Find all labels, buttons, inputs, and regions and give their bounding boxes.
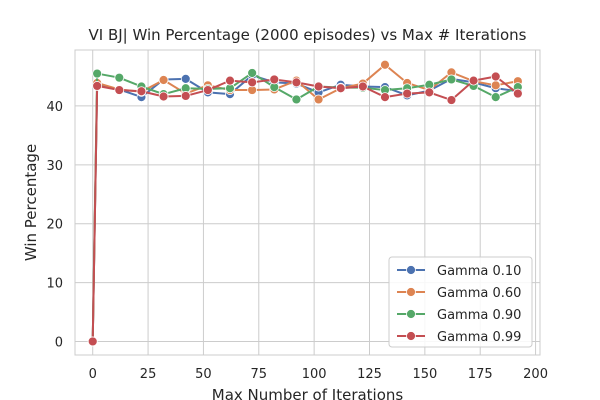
plot-frame bbox=[74, 49, 541, 356]
x-tick-labels: 0 25 50 75 100 125 150 175 200 bbox=[89, 367, 548, 382]
x-tick-label: 125 bbox=[357, 367, 382, 382]
legend-label-gamma-010: Gamma 0.10 bbox=[437, 264, 521, 279]
x-tick-label: 75 bbox=[251, 367, 268, 382]
data-point-gamma-099 bbox=[402, 88, 413, 99]
data-point-gamma-099 bbox=[446, 95, 457, 105]
data-point-gamma-099 bbox=[225, 75, 235, 86]
data-point-gamma-099 bbox=[158, 91, 169, 102]
data-point-gamma-099 bbox=[490, 71, 501, 82]
x-tick-label: 0 bbox=[89, 367, 97, 382]
x-tick-label: 175 bbox=[468, 367, 493, 382]
series-group bbox=[87, 59, 523, 347]
y-tick-label: 0 bbox=[55, 335, 63, 350]
data-point-gamma-060 bbox=[380, 59, 390, 70]
data-point-gamma-099 bbox=[335, 83, 346, 94]
legend-label-gamma-099: Gamma 0.99 bbox=[437, 330, 521, 345]
y-axis-label: Win Percentage bbox=[22, 144, 40, 261]
legend-swatch-marker-gamma-010 bbox=[406, 265, 416, 275]
x-tick-label: 25 bbox=[140, 367, 157, 382]
data-point-gamma-099 bbox=[512, 88, 523, 99]
y-tick-label: 40 bbox=[46, 100, 63, 115]
legend-box bbox=[388, 256, 533, 348]
y-tick-label: 20 bbox=[46, 218, 63, 233]
data-point-gamma-010 bbox=[180, 73, 191, 84]
data-point-gamma-060 bbox=[158, 75, 169, 85]
data-point-gamma-090 bbox=[490, 92, 501, 103]
x-tick-label: 200 bbox=[523, 367, 548, 382]
x-tick-label: 100 bbox=[302, 367, 327, 382]
legend-label-gamma-090: Gamma 0.90 bbox=[437, 308, 521, 323]
data-point-gamma-099 bbox=[202, 85, 213, 95]
data-point-gamma-099 bbox=[247, 77, 258, 88]
data-point-gamma-099 bbox=[424, 87, 435, 98]
data-point-gamma-099 bbox=[291, 77, 302, 88]
legend-label-gamma-060: Gamma 0.60 bbox=[437, 286, 521, 301]
x-tick-label: 150 bbox=[412, 367, 437, 382]
data-point-gamma-090 bbox=[291, 94, 302, 105]
data-point-gamma-060 bbox=[490, 80, 501, 91]
data-point-gamma-099 bbox=[468, 75, 479, 86]
data-point-gamma-099 bbox=[114, 85, 125, 95]
data-point-gamma-099 bbox=[92, 81, 103, 91]
legend: Gamma 0.10 Gamma 0.60 Gamma 0.90 Gamma 0.99 bbox=[388, 256, 533, 348]
data-point-gamma-099 bbox=[87, 336, 98, 347]
data-point-gamma-090 bbox=[247, 68, 258, 78]
data-point-gamma-099 bbox=[357, 81, 368, 92]
data-point-gamma-099 bbox=[313, 81, 324, 92]
data-point-gamma-060 bbox=[313, 94, 324, 105]
data-point-gamma-099 bbox=[380, 92, 390, 103]
y-tick-label: 10 bbox=[46, 277, 63, 292]
y-tick-label: 30 bbox=[46, 159, 63, 174]
legend-swatch-marker-gamma-099 bbox=[406, 331, 416, 341]
data-point-gamma-099 bbox=[269, 74, 280, 85]
data-point-gamma-099 bbox=[136, 86, 147, 97]
data-point-gamma-090 bbox=[92, 68, 103, 79]
legend-swatch-marker-gamma-060 bbox=[406, 287, 416, 297]
legend-swatch-marker-gamma-090 bbox=[406, 309, 416, 319]
x-tick-label: 50 bbox=[195, 367, 212, 382]
chart-title: VI BJ| Win Percentage (2000 episodes) vs… bbox=[89, 26, 527, 44]
y-tick-labels: 0 10 20 30 40 bbox=[46, 100, 63, 351]
x-axis-label: Max Number of Iterations bbox=[212, 386, 404, 400]
data-point-gamma-099 bbox=[180, 91, 191, 101]
data-point-gamma-090 bbox=[446, 74, 457, 85]
data-point-gamma-090 bbox=[114, 72, 125, 83]
